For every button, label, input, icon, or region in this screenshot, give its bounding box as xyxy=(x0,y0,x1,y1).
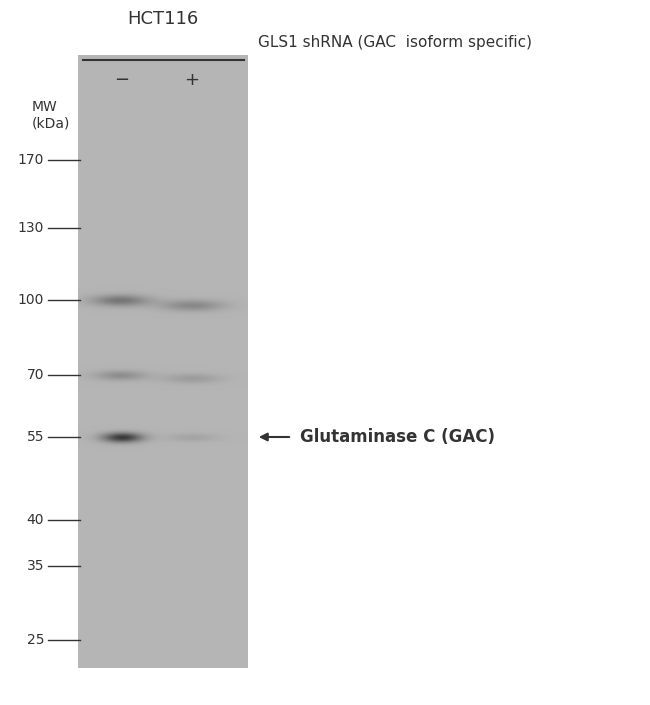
Text: 55: 55 xyxy=(27,430,44,444)
Text: 40: 40 xyxy=(27,513,44,527)
Text: 25: 25 xyxy=(27,633,44,647)
Text: Glutaminase C (GAC): Glutaminase C (GAC) xyxy=(300,428,495,446)
Text: 100: 100 xyxy=(18,293,44,307)
Text: 170: 170 xyxy=(18,153,44,167)
Text: MW
(kDa): MW (kDa) xyxy=(32,100,70,130)
Text: GLS1 shRNA (GAC  isoform specific): GLS1 shRNA (GAC isoform specific) xyxy=(258,35,532,49)
Text: −: − xyxy=(114,71,129,89)
Text: 70: 70 xyxy=(27,368,44,382)
Text: +: + xyxy=(185,71,200,89)
Bar xyxy=(78,55,248,668)
Text: 35: 35 xyxy=(27,559,44,573)
Text: HCT116: HCT116 xyxy=(127,10,199,28)
Text: 130: 130 xyxy=(18,221,44,235)
